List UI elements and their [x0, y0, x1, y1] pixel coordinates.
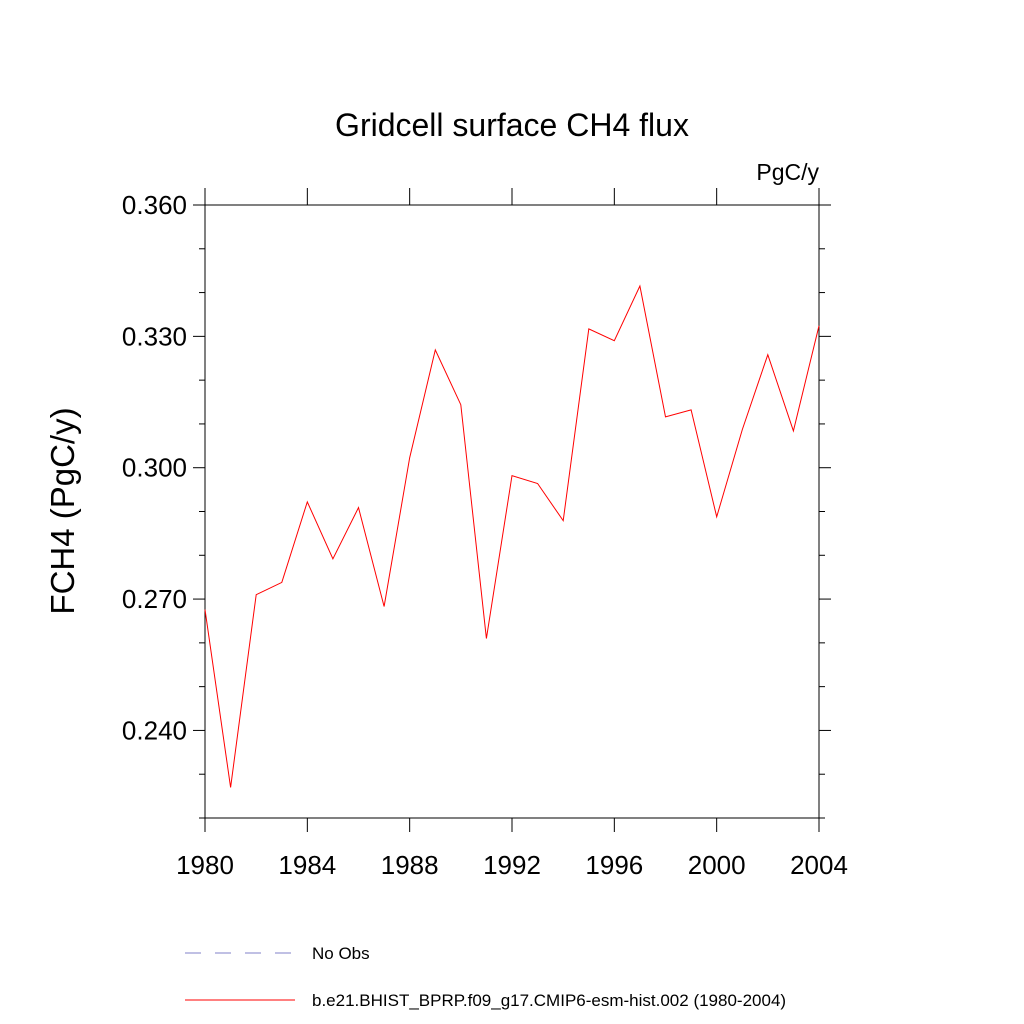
y-tick-label: 0.360: [122, 190, 187, 220]
y-axis-label: FCH4 (PgC/y): [44, 407, 81, 614]
data-line: [204, 284, 820, 788]
plot-frame: [204, 204, 820, 819]
x-tick-label: 1984: [278, 850, 336, 880]
x-tick-label: 1988: [381, 850, 439, 880]
units-label: PgC/y: [756, 159, 819, 185]
y-tick-label: 0.330: [122, 321, 187, 351]
x-tick-label: 1980: [176, 850, 234, 880]
x-tick-label: 1996: [585, 850, 643, 880]
y-tick-label: 0.270: [122, 584, 187, 614]
y-tick-label: 0.240: [122, 715, 187, 745]
x-tick-label: 2004: [790, 850, 848, 880]
x-tick-label: 1992: [483, 850, 541, 880]
chart-title: Gridcell surface CH4 flux: [335, 107, 689, 143]
legend-label: b.e21.BHIST_BPRP.f09_g17.CMIP6-esm-hist.…: [312, 991, 786, 1010]
legend-label: No Obs: [312, 944, 370, 963]
x-tick-label: 2000: [688, 850, 746, 880]
y-tick-label: 0.300: [122, 453, 187, 483]
